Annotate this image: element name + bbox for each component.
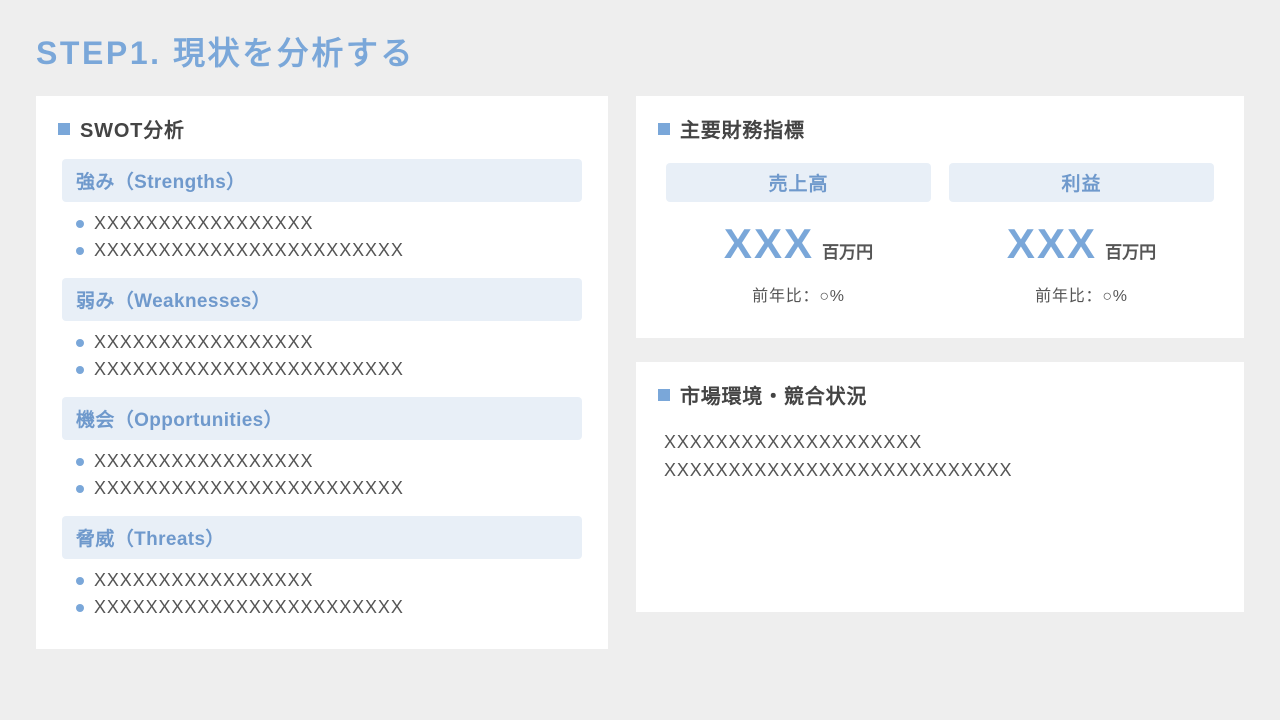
metric-yoy: 前年比：○%: [666, 282, 931, 306]
metric-unit: 百万円: [822, 238, 873, 263]
financials-card: 主要財務指標 売上高 XXX 百万円 前年比：○% 利益 XXX: [636, 96, 1244, 338]
market-card-header: 市場環境・競合状況: [658, 380, 1222, 409]
square-bullet-icon: [658, 389, 670, 401]
swot-heading: 機会（Opportunities）: [62, 397, 582, 440]
swot-section-opportunities: 機会（Opportunities） XXXXXXXXXXXXXXXXX XXXX…: [58, 397, 586, 508]
swot-card-header: SWOT分析: [58, 114, 586, 143]
swot-item: XXXXXXXXXXXXXXXXXXXXXXXX: [76, 594, 578, 621]
market-card-title: 市場環境・競合状況: [680, 380, 867, 409]
swot-list: XXXXXXXXXXXXXXXXX XXXXXXXXXXXXXXXXXXXXXX…: [58, 329, 586, 389]
financials-card-title: 主要財務指標: [680, 114, 805, 143]
market-line: XXXXXXXXXXXXXXXXXXXXXXXXXXX: [664, 457, 1216, 485]
swot-section-threats: 脅威（Threats） XXXXXXXXXXXXXXXXX XXXXXXXXXX…: [58, 516, 586, 627]
swot-heading: 弱み（Weaknesses）: [62, 278, 582, 321]
swot-item: XXXXXXXXXXXXXXXXXXXXXXXX: [76, 475, 578, 502]
swot-list: XXXXXXXXXXXXXXXXX XXXXXXXXXXXXXXXXXXXXXX…: [58, 210, 586, 270]
metric-unit: 百万円: [1105, 238, 1156, 263]
financials-card-header: 主要財務指標: [658, 114, 1222, 143]
swot-item: XXXXXXXXXXXXXXXXX: [76, 448, 578, 475]
metric-value-line: XXX 百万円: [666, 220, 931, 268]
metric-profit: 利益 XXX 百万円 前年比：○%: [949, 163, 1214, 306]
swot-section-strengths: 強み（Strengths） XXXXXXXXXXXXXXXXX XXXXXXXX…: [58, 159, 586, 270]
swot-heading: 強み（Strengths）: [62, 159, 582, 202]
swot-list: XXXXXXXXXXXXXXXXX XXXXXXXXXXXXXXXXXXXXXX…: [58, 448, 586, 508]
swot-item: XXXXXXXXXXXXXXXXX: [76, 567, 578, 594]
square-bullet-icon: [658, 123, 670, 135]
market-body: XXXXXXXXXXXXXXXXXXXX XXXXXXXXXXXXXXXXXXX…: [658, 425, 1222, 489]
swot-card-title: SWOT分析: [80, 114, 185, 143]
swot-item: XXXXXXXXXXXXXXXXX: [76, 210, 578, 237]
swot-section-weaknesses: 弱み（Weaknesses） XXXXXXXXXXXXXXXXX XXXXXXX…: [58, 278, 586, 389]
left-column: SWOT分析 強み（Strengths） XXXXXXXXXXXXXXXXX X…: [36, 96, 608, 649]
slide-page: STEP1. 現状を分析する SWOT分析 強み（Strengths） XXXX…: [0, 0, 1280, 720]
page-title: STEP1. 現状を分析する: [36, 28, 1244, 74]
swot-heading: 脅威（Threats）: [62, 516, 582, 559]
metric-label: 売上高: [666, 163, 931, 202]
metric-value: XXX: [1007, 220, 1097, 268]
metric-label: 利益: [949, 163, 1214, 202]
swot-card: SWOT分析 強み（Strengths） XXXXXXXXXXXXXXXXX X…: [36, 96, 608, 649]
swot-item: XXXXXXXXXXXXXXXXX: [76, 329, 578, 356]
metric-yoy: 前年比：○%: [949, 282, 1214, 306]
swot-list: XXXXXXXXXXXXXXXXX XXXXXXXXXXXXXXXXXXXXXX…: [58, 567, 586, 627]
swot-item: XXXXXXXXXXXXXXXXXXXXXXXX: [76, 356, 578, 383]
metrics-row: 売上高 XXX 百万円 前年比：○% 利益 XXX 百万円 前年比：: [658, 159, 1222, 316]
right-column: 主要財務指標 売上高 XXX 百万円 前年比：○% 利益 XXX: [636, 96, 1244, 649]
market-line: XXXXXXXXXXXXXXXXXXXX: [664, 429, 1216, 457]
metric-value: XXX: [724, 220, 814, 268]
market-card: 市場環境・競合状況 XXXXXXXXXXXXXXXXXXXX XXXXXXXXX…: [636, 362, 1244, 612]
square-bullet-icon: [58, 123, 70, 135]
content-columns: SWOT分析 強み（Strengths） XXXXXXXXXXXXXXXXX X…: [36, 96, 1244, 649]
swot-item: XXXXXXXXXXXXXXXXXXXXXXXX: [76, 237, 578, 264]
metric-revenue: 売上高 XXX 百万円 前年比：○%: [666, 163, 931, 306]
metric-value-line: XXX 百万円: [949, 220, 1214, 268]
